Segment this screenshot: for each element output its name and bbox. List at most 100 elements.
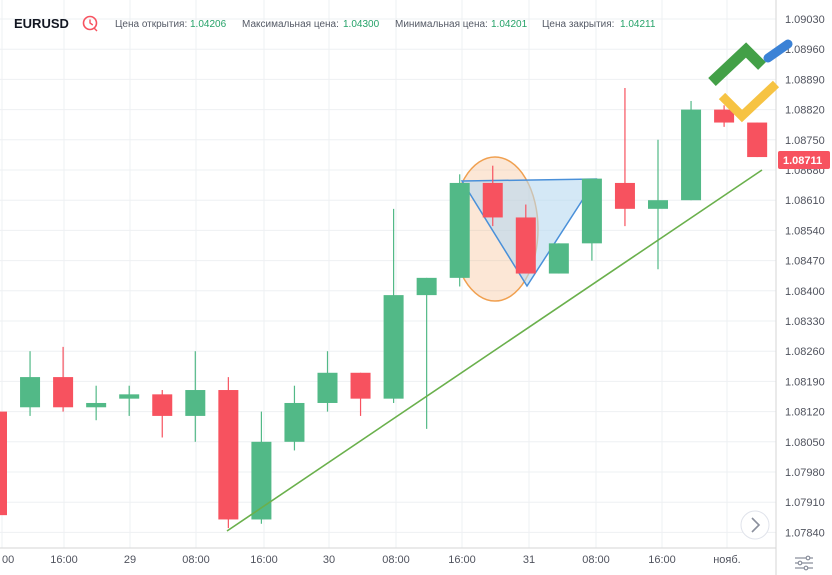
candle-body xyxy=(714,109,735,123)
candle-body xyxy=(515,217,536,274)
high-label: Максимальная цена: xyxy=(242,19,339,30)
candle-body xyxy=(185,390,206,416)
price-tick-label: 1.08330 xyxy=(785,316,825,328)
time-tick-label: 08:00 xyxy=(382,554,410,566)
candle-body xyxy=(383,295,404,399)
candle xyxy=(53,346,74,412)
candle xyxy=(119,385,140,416)
time-tick-label: 30 xyxy=(323,554,335,566)
time-tick-label: 00 xyxy=(2,554,14,566)
time-tick-label: 31 xyxy=(523,554,535,566)
candle-body xyxy=(548,243,569,274)
price-tick-label: 1.08750 xyxy=(785,135,825,147)
candle xyxy=(515,204,536,274)
low-value: 1.04201 xyxy=(491,19,528,30)
close-value: 1.04211 xyxy=(620,19,656,30)
time-tick-label: 16:00 xyxy=(250,554,278,566)
price-tick-label: 1.08400 xyxy=(785,286,825,298)
candle xyxy=(0,411,7,516)
close-label: Цена закрытия: xyxy=(542,19,614,30)
candle-body xyxy=(251,441,272,520)
last-price-tag: 1.08711 xyxy=(778,151,830,169)
candle-body xyxy=(614,182,635,209)
candle-body xyxy=(152,394,173,416)
candle-body xyxy=(86,402,107,408)
candle-body xyxy=(218,390,239,520)
candle xyxy=(218,377,239,529)
candle-body xyxy=(284,402,305,442)
time-tick-label: 16:00 xyxy=(50,554,78,566)
candle xyxy=(317,351,338,412)
price-tick-label: 1.08260 xyxy=(785,346,825,358)
symbol-label: EURUSD xyxy=(14,16,69,31)
price-tick-label: 1.09030 xyxy=(785,14,825,26)
grid-lines xyxy=(0,0,776,548)
candle xyxy=(747,122,768,158)
candle-body xyxy=(681,109,702,201)
trend-line xyxy=(226,169,763,532)
candle xyxy=(350,372,371,416)
chart-header: EURUSD Цена открытия: 1.04206 Максимальн… xyxy=(14,15,656,32)
price-tick-label: 1.08610 xyxy=(785,195,825,207)
candle xyxy=(648,139,668,270)
brand-logo xyxy=(708,39,793,123)
time-tick-label: нояб. xyxy=(713,554,741,566)
price-axis: 1.09030 1.08960 1.08890 1.08820 1.08750 1.086… xyxy=(785,14,825,539)
scroll-right-button[interactable] xyxy=(740,510,770,540)
candle-body xyxy=(0,411,7,516)
candle-body xyxy=(747,122,768,158)
candle-body xyxy=(482,182,503,218)
candle-body xyxy=(20,377,41,408)
candle xyxy=(681,100,702,201)
candle xyxy=(548,243,569,274)
candle-body xyxy=(119,394,140,399)
candle-body xyxy=(350,372,371,399)
time-axis: 00 16:00 29 08:00 16:00 30 08:00 16:00 31 08:00 16… xyxy=(2,554,741,566)
price-tick-label: 1.08540 xyxy=(785,225,825,237)
open-value: 1.04206 xyxy=(190,19,227,30)
candle xyxy=(482,165,503,227)
candle-body xyxy=(648,200,668,209)
candle xyxy=(152,390,173,438)
candle xyxy=(251,411,272,524)
low-label: Минимальная цена: xyxy=(395,19,488,30)
candle xyxy=(449,174,470,287)
candle xyxy=(20,351,41,416)
price-tick-label: 1.08960 xyxy=(785,44,825,56)
candle xyxy=(714,105,735,127)
candle xyxy=(614,88,635,227)
candle-body xyxy=(53,377,74,408)
candle xyxy=(185,351,206,442)
time-tick-label: 16:00 xyxy=(448,554,476,566)
candle xyxy=(581,178,602,261)
price-tick-label: 1.08820 xyxy=(785,105,825,117)
candles-layer xyxy=(0,88,768,529)
settings-icon[interactable] xyxy=(795,555,813,571)
price-tick-label: 1.08120 xyxy=(785,407,825,419)
candle-body xyxy=(449,182,470,278)
price-tick-label: 1.07840 xyxy=(785,527,825,539)
time-tick-label: 16:00 xyxy=(648,554,676,566)
candle xyxy=(86,385,107,421)
price-tick-label: 1.08190 xyxy=(785,376,825,388)
open-label: Цена открытия: xyxy=(115,19,187,30)
high-value: 1.04300 xyxy=(343,19,380,30)
candle-body xyxy=(317,372,338,403)
clock-icon[interactable] xyxy=(82,15,98,32)
candle-body xyxy=(416,277,437,296)
price-tick-label: 1.08470 xyxy=(785,256,825,268)
price-tick-label: 1.07910 xyxy=(785,497,825,509)
price-tick-label: 1.08890 xyxy=(785,74,825,86)
candle-body xyxy=(581,178,602,244)
price-tick-label: 1.07980 xyxy=(785,467,825,479)
candle xyxy=(284,385,305,451)
chevron-right-icon xyxy=(751,517,761,533)
time-tick-label: 29 xyxy=(124,554,136,566)
time-tick-label: 08:00 xyxy=(182,554,210,566)
candle xyxy=(416,277,437,429)
candle xyxy=(383,208,404,403)
time-tick-label: 08:00 xyxy=(582,554,610,566)
last-price-value: 1.08711 xyxy=(783,155,822,167)
price-tick-label: 1.08050 xyxy=(785,437,825,449)
